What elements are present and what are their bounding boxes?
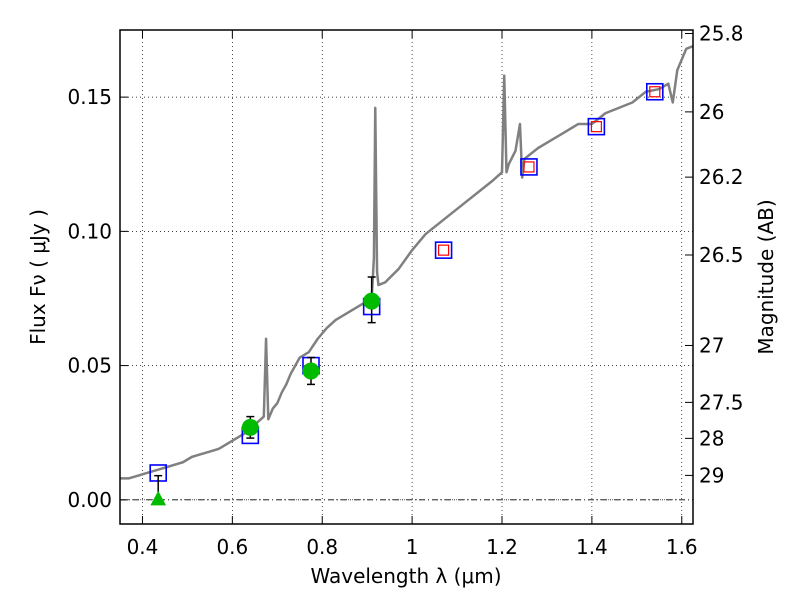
plot-frame <box>119 29 694 525</box>
y-tick-label: 0.15 <box>67 85 112 109</box>
x-tick-label: 0.4 <box>127 535 159 559</box>
spectrum-line <box>120 44 694 480</box>
y2-tick-label: 25.8 <box>699 21 744 45</box>
observed-flux-point <box>302 362 320 380</box>
model-flux-square <box>434 241 453 259</box>
y-tick-label: 0.10 <box>67 219 112 243</box>
y-tick-label: 0.00 <box>67 488 112 512</box>
x-tick-label: 1.6 <box>666 535 698 559</box>
model-flux-square-red <box>590 121 602 133</box>
axis-ticks: 0.4 0.6 0.8 1 1.2 1.4 1.6 0.00 0.05 0.10 0.15 25.8 2… <box>67 21 743 559</box>
x-axis-title: Wavelength λ (μm) <box>310 564 501 588</box>
y2-tick-label: 29 <box>699 463 724 487</box>
y2-tick-label: 26 <box>699 100 724 124</box>
model-flux-square-red <box>437 244 450 256</box>
model-flux-square <box>645 82 664 101</box>
model-flux-square <box>587 117 606 136</box>
y-tick-label: 0.05 <box>67 354 112 378</box>
model-flux-square <box>520 158 538 176</box>
x-tick-label: 0.6 <box>216 535 248 559</box>
y2-tick-label: 27 <box>699 333 724 357</box>
model-flux-square-red <box>649 86 661 98</box>
plot-area <box>120 30 693 524</box>
x-tick-label: 1.2 <box>486 535 518 559</box>
model-flux-square-red <box>523 161 535 173</box>
y2-tick-label: 26.5 <box>699 243 744 267</box>
y2-axis-title: Magnitude (AB) <box>754 199 778 354</box>
observed-flux-point <box>241 418 259 436</box>
y-axis-title: Flux Fν ( μJy ) <box>26 209 50 345</box>
upper-limit-triangle <box>150 490 167 506</box>
observed-flux-point <box>363 292 381 310</box>
y2-tick-label: 26.2 <box>699 165 744 189</box>
y2-tick-label: 27.5 <box>699 390 744 414</box>
x-tick-label: 1 <box>406 535 419 559</box>
x-tick-label: 0.8 <box>306 535 338 559</box>
x-tick-label: 1.4 <box>576 535 608 559</box>
y2-tick-label: 28 <box>699 426 724 450</box>
data-series <box>120 44 694 506</box>
